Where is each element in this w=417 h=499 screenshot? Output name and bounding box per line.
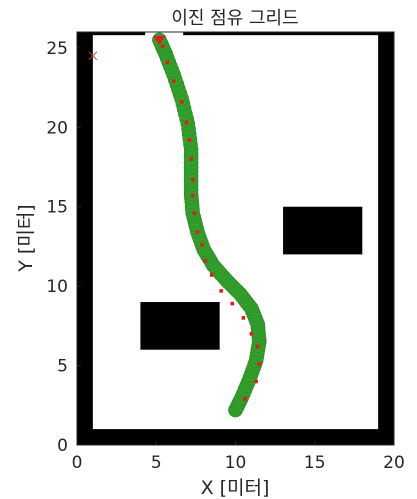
y-tick-label: 0 bbox=[57, 436, 68, 456]
y-tick-label: 20 bbox=[46, 118, 68, 138]
waypoint bbox=[171, 79, 176, 83]
waypoint bbox=[209, 273, 214, 277]
waypoint bbox=[190, 193, 195, 198]
y-tick-label: 5 bbox=[57, 357, 68, 377]
marker-layer bbox=[88, 35, 166, 61]
left-wall bbox=[77, 32, 93, 445]
waypoint bbox=[189, 157, 193, 161]
x-tick-label: 5 bbox=[151, 453, 162, 473]
waypoint bbox=[184, 120, 189, 125]
waypoint bbox=[195, 230, 200, 234]
y-tick-label: 15 bbox=[46, 198, 68, 218]
chart-title: 이진 점유 그리드 bbox=[171, 8, 298, 29]
waypoint bbox=[165, 60, 170, 64]
y-axis: 0 5 10 15 20 25 bbox=[46, 39, 81, 456]
cross-marker-stroke bbox=[88, 51, 98, 61]
waypoint bbox=[257, 362, 262, 366]
start-marker bbox=[153, 35, 166, 45]
waypoint bbox=[187, 138, 192, 142]
obstacle-right bbox=[283, 206, 363, 255]
x-tick-label: 20 bbox=[383, 453, 405, 473]
x-axis-label: X [미터] bbox=[201, 477, 270, 499]
waypoint bbox=[160, 44, 165, 49]
waypoint bbox=[219, 289, 223, 293]
top-right-wall bbox=[183, 32, 394, 36]
waypoint bbox=[192, 211, 197, 215]
y-tick-label: 10 bbox=[46, 277, 68, 297]
top-left-wall bbox=[77, 32, 146, 36]
y-axis-label: Y [미터] bbox=[15, 204, 37, 272]
waypoint bbox=[203, 258, 208, 263]
x-tick-label: 15 bbox=[304, 453, 326, 473]
obstacle-left bbox=[140, 302, 220, 350]
waypoint bbox=[241, 316, 246, 320]
waypoint bbox=[230, 301, 235, 306]
waypoint-layer bbox=[160, 44, 262, 401]
x-tick-label: 0 bbox=[72, 453, 83, 473]
waypoint bbox=[255, 344, 260, 349]
right-wall bbox=[378, 32, 394, 445]
waypoint bbox=[200, 243, 204, 247]
waypoint bbox=[179, 100, 184, 104]
waypoint bbox=[249, 332, 254, 336]
x-axis: 0 5 10 15 20 bbox=[72, 441, 405, 473]
y-tick-label: 25 bbox=[46, 39, 68, 59]
waypoint bbox=[254, 379, 258, 384]
waypoint bbox=[243, 397, 247, 401]
plot-area bbox=[76, 31, 395, 446]
x-tick-label: 10 bbox=[225, 453, 247, 473]
waypoint bbox=[190, 177, 195, 182]
